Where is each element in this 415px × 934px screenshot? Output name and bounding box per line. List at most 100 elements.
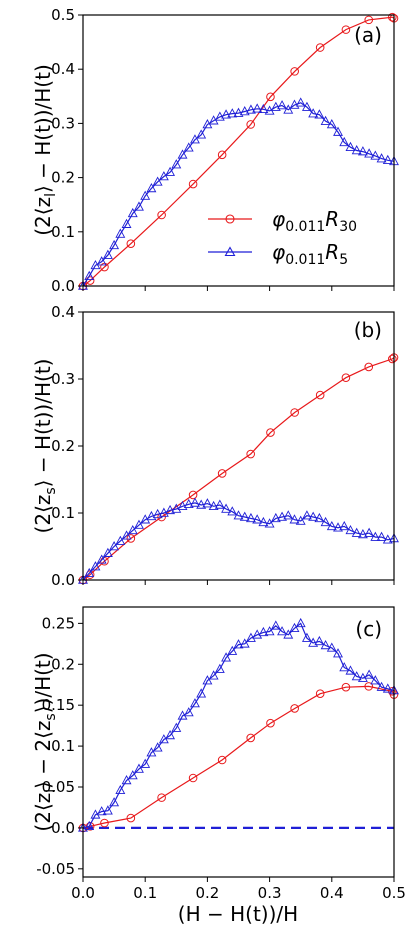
panel-a-point-r5 bbox=[370, 150, 381, 160]
panel-b-point-r5 bbox=[351, 527, 362, 537]
panel-c-point-r5 bbox=[339, 662, 350, 672]
panel-c-point-r30 bbox=[126, 813, 136, 823]
panel-c-y-tick-label: 0.05 bbox=[42, 778, 75, 796]
panel-b-point-r5 bbox=[270, 512, 281, 523]
panel-c-point-r5 bbox=[376, 681, 387, 691]
panel-a-point-r30 bbox=[266, 92, 275, 102]
panel-b-point-r5 bbox=[202, 498, 213, 508]
panel-a-marks bbox=[78, 12, 399, 291]
panel-a-point-r5 bbox=[326, 119, 337, 129]
panel-a-point-r5 bbox=[177, 149, 188, 159]
panel-b-y-tick-label: 0.2 bbox=[51, 437, 75, 455]
panel-b-point-r30 bbox=[188, 490, 198, 500]
panel-c-ylabel: (2⟨zl⟩ − 2⟨zs⟩)/H(t) bbox=[31, 652, 59, 831]
panel-a-point-r5 bbox=[183, 142, 194, 152]
panel-b-point-r5 bbox=[227, 506, 238, 516]
panel-a-series-r5-line bbox=[82, 102, 395, 287]
panel-a-point-r5 bbox=[127, 207, 138, 218]
panel-a-point-r5 bbox=[214, 111, 225, 121]
panel-c-point-r5 bbox=[364, 669, 375, 679]
panel-b-point-r5 bbox=[277, 511, 287, 521]
panel-b-ylabel: (2⟨zs⟩ − H(t))/H(t) bbox=[31, 359, 59, 534]
panel-b-point-r5 bbox=[109, 541, 120, 551]
x-tick-label: 0.0 bbox=[71, 884, 95, 902]
panel-b-point-r5 bbox=[127, 524, 138, 535]
panel-b-point-r5 bbox=[146, 510, 157, 521]
panel-b-point-r5 bbox=[214, 499, 225, 509]
panel-c-point-r5 bbox=[127, 770, 138, 780]
panel-c-point-r5 bbox=[152, 742, 163, 752]
panel-b-point-r5 bbox=[196, 499, 207, 509]
x-tick-label: 0.4 bbox=[320, 884, 344, 902]
panel-b-point-r5 bbox=[177, 500, 188, 511]
panel-b-point-r5 bbox=[252, 514, 263, 524]
panel-a-ylabel: (2⟨zl⟩ − H(t))/H(t) bbox=[31, 64, 59, 236]
panel-b-point-r5 bbox=[183, 498, 194, 509]
panel-b-point-r30 bbox=[315, 390, 325, 400]
panel-b-point-r5 bbox=[233, 510, 244, 520]
panel-a-point-r5 bbox=[109, 239, 120, 250]
panel-c-point-r5 bbox=[320, 640, 331, 650]
panel-c-point-r5 bbox=[333, 648, 343, 658]
panel-a-point-r30 bbox=[188, 179, 198, 189]
panel-a-series-r30-line bbox=[82, 16, 395, 287]
panel-b-point-r5 bbox=[102, 547, 113, 557]
panel-a-point-r5 bbox=[134, 201, 144, 211]
panel-b-point-r5 bbox=[190, 497, 200, 507]
panel-c-point-r5 bbox=[264, 626, 275, 636]
panel-b-point-r5 bbox=[158, 507, 169, 517]
panel-c-point-r30 bbox=[315, 689, 325, 699]
panel-c-tag: (c) bbox=[355, 617, 382, 641]
legend-label-r5: φ0.011R5 bbox=[272, 240, 348, 268]
panel-c-point-r5 bbox=[102, 805, 113, 815]
panel-b-point-r5 bbox=[289, 514, 300, 524]
panel-c-point-r5 bbox=[140, 758, 151, 768]
panel-a-point-r5 bbox=[339, 136, 350, 147]
legend-marker-r30 bbox=[225, 214, 235, 224]
legend: φ0.011R30 φ0.011R5 bbox=[208, 207, 357, 268]
panel-b-point-r5 bbox=[308, 511, 319, 521]
panel-c-marks bbox=[78, 617, 399, 833]
panel-a-point-r5 bbox=[146, 182, 157, 193]
panel-c-frame bbox=[82, 606, 395, 878]
panel-a-y-tick-label: 0.1 bbox=[51, 223, 75, 241]
panel-a: 0.0 0.1 0.2 0.3 0.4 0.5 (a) (2⟨zl⟩ − H(t))/H(… bbox=[31, 6, 399, 295]
panel-a-point-r5 bbox=[221, 109, 232, 119]
panel-b-point-r30 bbox=[266, 428, 275, 437]
panel-a-point-r30 bbox=[126, 239, 136, 249]
panel-b-point-r5 bbox=[357, 528, 368, 539]
panel-a-point-r5 bbox=[165, 166, 176, 176]
panel-b-point-r5 bbox=[165, 504, 176, 515]
panel-b-point-r5 bbox=[115, 535, 126, 545]
panel-a-point-r5 bbox=[289, 99, 300, 109]
panel-b-point-r5 bbox=[345, 524, 356, 535]
panel-a-point-r5 bbox=[252, 103, 263, 113]
panel-b-y-tick-label: 0.0 bbox=[51, 571, 75, 589]
panel-b-point-r5 bbox=[264, 518, 275, 528]
panel-b-point-r30 bbox=[126, 534, 136, 543]
panel-a-point-r5 bbox=[190, 134, 200, 144]
panel-c-point-r5 bbox=[314, 635, 325, 646]
panel-c-point-r5 bbox=[221, 652, 232, 662]
panel-a-y-tick-label: 0.4 bbox=[51, 60, 75, 78]
panel-c-point-r5 bbox=[190, 698, 200, 708]
x-tick-label: 0.5 bbox=[382, 884, 406, 902]
panel-b-point-r5 bbox=[314, 512, 325, 523]
panel-b-point-r5 bbox=[96, 554, 107, 564]
x-axis-label: (H − H(t))/H bbox=[178, 902, 298, 926]
panel-a-point-r5 bbox=[196, 129, 207, 139]
panel-c-point-r5 bbox=[109, 797, 120, 807]
panel-a-point-r5 bbox=[277, 100, 287, 110]
panel-a-point-r5 bbox=[233, 107, 244, 117]
x-tick-label: 0.3 bbox=[258, 884, 282, 902]
panel-a-point-r30 bbox=[315, 43, 325, 52]
panel-b-series-r5-line bbox=[82, 502, 395, 581]
panel-a-point-r30 bbox=[388, 12, 397, 22]
panel-c-point-r5 bbox=[351, 671, 362, 681]
panel-a-point-r5 bbox=[121, 218, 132, 228]
panel-a-point-r5 bbox=[115, 228, 126, 238]
panel-a-point-r5 bbox=[320, 115, 331, 125]
panel-c-point-r30 bbox=[157, 793, 166, 802]
panel-b-point-r5 bbox=[221, 503, 232, 513]
panel-b-point-r5 bbox=[84, 567, 95, 578]
